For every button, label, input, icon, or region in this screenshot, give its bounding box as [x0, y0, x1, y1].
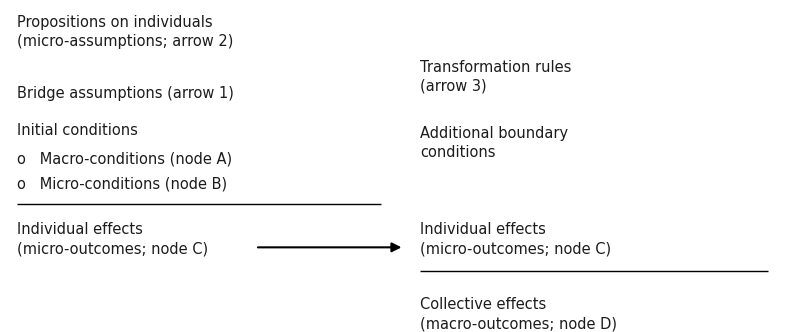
Text: Individual effects
(micro-outcomes; node C): Individual effects (micro-outcomes; node… — [420, 222, 611, 257]
Text: Propositions on individuals
(micro-assumptions; arrow 2): Propositions on individuals (micro-assum… — [17, 15, 234, 49]
Text: Collective effects
(macro-outcomes; node D): Collective effects (macro-outcomes; node… — [420, 297, 617, 331]
Text: Transformation rules
(arrow 3): Transformation rules (arrow 3) — [420, 60, 571, 94]
Text: Individual effects
(micro-outcomes; node C): Individual effects (micro-outcomes; node… — [17, 222, 208, 257]
Text: Additional boundary
conditions: Additional boundary conditions — [420, 126, 568, 160]
Text: Initial conditions: Initial conditions — [17, 123, 138, 138]
Text: o   Macro-conditions (node A): o Macro-conditions (node A) — [17, 151, 232, 166]
Text: o   Micro-conditions (node B): o Micro-conditions (node B) — [17, 177, 228, 192]
Text: Bridge assumptions (arrow 1): Bridge assumptions (arrow 1) — [17, 86, 234, 101]
